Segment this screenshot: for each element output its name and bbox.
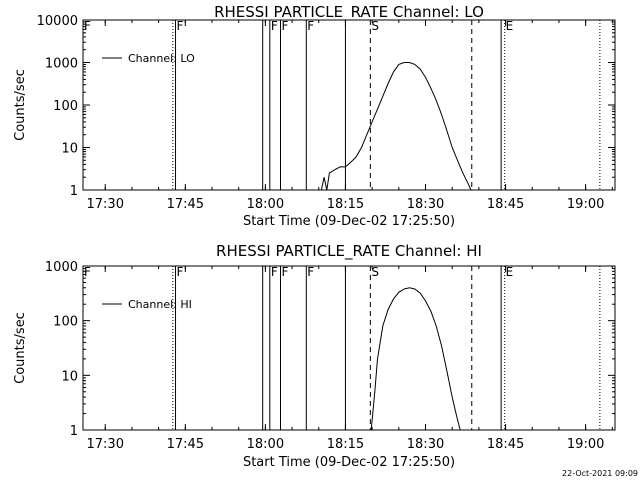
x-tick-label: 17:30 [87,437,124,452]
x-tick-label: 18:45 [487,197,524,212]
x-tick-label: 19:00 [567,437,604,452]
event-marker-label: E [506,265,514,279]
y-tick-label: 10 [61,369,78,384]
event-marker-label: F [281,265,288,279]
event-marker-label: F [307,19,314,33]
x-tick-label: 17:45 [167,437,204,452]
y-tick-label: 10 [61,142,78,157]
event-marker-label: E [506,19,514,33]
chart-title: RHESSI PARTICLE_RATE Channel: HI [216,242,482,261]
event-marker-label: F [271,265,278,279]
y-tick-label: 1 [70,184,78,199]
event-marker-label: S [371,19,379,33]
series-line [320,62,472,191]
plot-frame [82,265,616,431]
event-marker-label: F [281,19,288,33]
x-axis-label: Start Time (09-Dec-02 17:25:50) [243,214,455,229]
x-tick-label: 17:45 [167,197,204,212]
chart-title: RHESSI PARTICLE_RATE Channel: LO [214,3,484,22]
y-tick-label: 1000 [45,260,78,275]
plot-frame [82,19,616,191]
y-tick-label: 1000 [45,57,78,72]
x-tick-label: 18:30 [407,437,444,452]
y-tick-label: 100 [53,315,78,330]
event-marker-label: F [84,265,91,279]
event-marker-label: F [307,265,314,279]
y-tick-label: 100 [53,99,78,114]
y-axis-label: Counts/sec [13,69,28,141]
plot-timestamp: 22-Oct-2021 09:09 [562,469,638,478]
x-tick-label: 19:00 [567,197,604,212]
y-axis-label: Counts/sec [13,312,28,384]
x-tick-label: 18:00 [247,197,284,212]
x-tick-label: 18:45 [487,437,524,452]
x-tick-label: 18:00 [247,437,284,452]
event-marker-label: F [84,19,91,33]
legend-label: Channel: HI [128,298,192,311]
x-tick-label: 18:15 [327,197,364,212]
x-axis-label: Start Time (09-Dec-02 17:25:50) [243,455,455,470]
legend-label: Channel: LO [128,52,195,65]
event-marker-label: F [271,19,278,33]
x-tick-label: 17:30 [87,197,124,212]
y-tick-label: 10000 [37,14,78,29]
event-marker-label: S [371,265,379,279]
event-marker-label: F [177,19,184,33]
y-tick-label: 1 [70,424,78,439]
event-marker-label: F [177,265,184,279]
x-tick-label: 18:30 [407,197,444,212]
x-tick-label: 18:15 [327,437,364,452]
series-line [370,287,461,431]
